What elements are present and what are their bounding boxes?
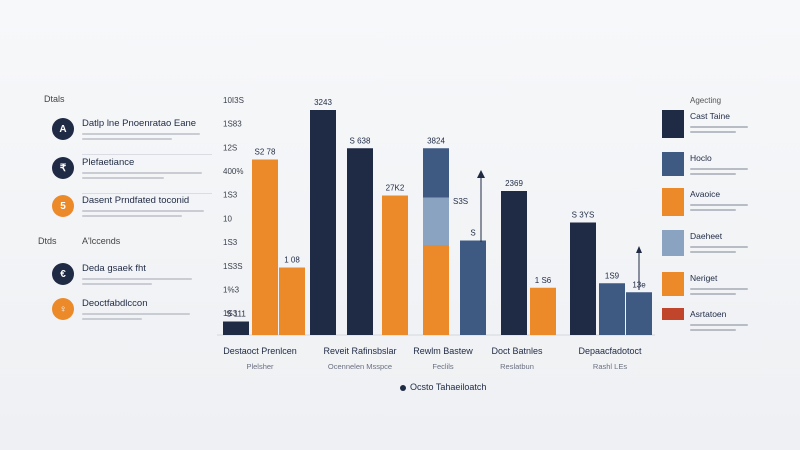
number-five-icon: 5 xyxy=(52,195,74,217)
y-tick-label: 1S83 xyxy=(223,120,242,129)
data-label: 1 08 xyxy=(284,256,300,265)
legend-description xyxy=(690,165,750,178)
legend-label: Daeheet xyxy=(690,231,723,241)
sidebar-item-4[interactable]: ♀ Deoctfabdlccon xyxy=(52,298,202,338)
bar xyxy=(310,110,336,335)
data-label: S3S xyxy=(453,197,468,206)
data-label: S xyxy=(470,229,475,238)
legend-description xyxy=(690,201,750,214)
sidebar-item-title: Dasent Prndfated toconid xyxy=(82,195,190,206)
arrowhead-icon xyxy=(477,170,485,178)
legend-description xyxy=(690,123,750,136)
sidebar-item-3[interactable]: € Deda gsaek fht xyxy=(52,263,202,303)
sidebar-heading-top: Dtals xyxy=(44,94,65,104)
sidebar-item-1[interactable]: ₹ Plefaetiance xyxy=(52,157,212,197)
y-tick-label: 10 xyxy=(223,214,232,223)
category-label: Rewlm Bastew xyxy=(413,346,473,356)
category-label: Destaoct Prenlcen xyxy=(223,346,297,356)
sidebar-item-description xyxy=(82,310,207,323)
sidebar-item-title: Datlp lne Pnoenratao Eane xyxy=(82,118,197,129)
sidebar-item-description xyxy=(82,275,207,288)
category-label: Depaacfadotoct xyxy=(578,346,642,356)
legend-heading: Agecting xyxy=(690,96,722,105)
legend-swatch xyxy=(662,308,684,320)
legend-label: Hoclo xyxy=(690,153,712,163)
divider xyxy=(82,193,212,194)
data-label: 1 S6 xyxy=(535,276,552,285)
y-tick-label: 1S3 xyxy=(223,238,238,247)
legend-swatch xyxy=(662,152,684,176)
data-label: S 638 xyxy=(350,136,371,145)
bar xyxy=(460,240,486,335)
chart-caption: Ocsto Tahaeiloatch xyxy=(400,382,486,392)
legend-label: Asrtatoen xyxy=(690,309,727,319)
bar xyxy=(223,321,249,335)
legend-label: Neriget xyxy=(690,273,718,283)
category-sublabel: Ocennelen Msspce xyxy=(328,362,392,371)
data-label: S 3YS xyxy=(572,211,595,220)
category-label: Doct Batnles xyxy=(491,346,543,356)
bar-segment xyxy=(423,245,449,335)
bar xyxy=(626,292,652,335)
bar xyxy=(501,191,527,335)
sidebar-item-description xyxy=(82,130,207,143)
legend-swatch xyxy=(662,110,684,138)
legend-swatch xyxy=(662,230,684,256)
legend-label: Avaoice xyxy=(690,189,721,199)
category-label: Reveit Rafinsbslar xyxy=(323,346,396,356)
category-sublabel: Plelsher xyxy=(246,362,274,371)
y-tick-label: 1S3 xyxy=(223,191,238,200)
category-sublabel: Reslatbun xyxy=(500,362,534,371)
legend-description xyxy=(690,285,750,298)
euro-icon: € xyxy=(52,263,74,285)
y-tick-label: 12S xyxy=(223,143,237,152)
legend: Agecting Cast Taine Hoclo Avaoice Daeheet Ne… xyxy=(662,0,800,450)
data-label: 3243 xyxy=(314,98,332,107)
bar-segment xyxy=(423,197,449,245)
sidebar-item-title: Deoctfabdlccon xyxy=(82,298,148,309)
bar xyxy=(347,148,373,335)
y-tick-label: 1%3 xyxy=(223,285,240,294)
sidebar-item-title: Deda gsaek fht xyxy=(82,263,146,274)
y-tick-label: 400% xyxy=(223,167,243,176)
data-label: 27K2 xyxy=(386,184,405,193)
bar xyxy=(279,267,305,335)
bar xyxy=(599,283,625,335)
data-label: 3824 xyxy=(427,136,445,145)
category-sublabel: Rashl LEs xyxy=(593,362,627,371)
data-label: S2 78 xyxy=(255,148,276,157)
legend-swatch xyxy=(662,272,684,296)
bar xyxy=(530,287,556,335)
bar xyxy=(252,159,278,335)
sidebar-heading-mid: Dtds xyxy=(38,236,57,246)
y-tick-label: 10I3S xyxy=(223,96,244,105)
letter-a-icon: A xyxy=(52,118,74,140)
sidebar-item-description xyxy=(82,207,207,220)
data-label: S 111 xyxy=(226,310,246,319)
bar xyxy=(423,148,449,198)
currency-icon: ₹ xyxy=(52,157,74,179)
legend-description xyxy=(690,321,750,334)
divider xyxy=(82,154,212,155)
y-tick-label: 1S3 xyxy=(223,309,238,318)
bar xyxy=(382,195,408,335)
y-tick-label: 1S3S xyxy=(223,262,243,271)
person-icon: ♀ xyxy=(52,298,74,320)
sidebar-item-title: Plefaetiance xyxy=(82,157,135,168)
legend-description xyxy=(690,243,750,256)
legend-label: Cast Taine xyxy=(690,111,731,121)
data-label: 1S9 xyxy=(605,271,620,280)
category-sublabel: Feclils xyxy=(432,362,454,371)
sidebar-item-description xyxy=(82,169,207,182)
bar xyxy=(570,222,596,335)
bullet-icon xyxy=(400,384,406,391)
arrowhead-icon xyxy=(636,246,642,253)
sidebar-item-2[interactable]: 5 Dasent Prndfated toconid xyxy=(52,195,204,235)
legend-swatch xyxy=(662,188,684,216)
sidebar-heading-mid-aside: A'lccends xyxy=(82,236,121,246)
data-label: 2369 xyxy=(505,179,523,188)
sidebar: Dtals A Datlp lne Pnoenratao Eane ₹ Plef… xyxy=(0,0,212,450)
sidebar-item-0[interactable]: A Datlp lne Pnoenratao Eane xyxy=(52,118,212,158)
